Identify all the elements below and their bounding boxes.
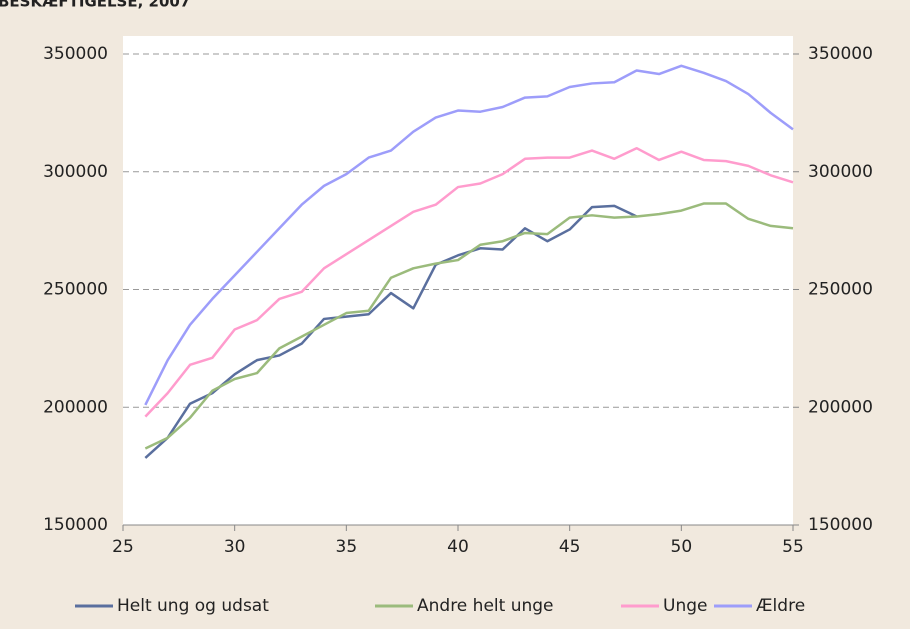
y2-tick-label: 200000 bbox=[808, 397, 873, 417]
legend-label: Unge bbox=[663, 596, 707, 616]
y2-tick-label: 350000 bbox=[808, 44, 873, 64]
y2-tick-label: 250000 bbox=[808, 280, 873, 300]
legend-label: Andre helt unge bbox=[417, 596, 554, 616]
y2-tick-label: 300000 bbox=[808, 162, 873, 182]
y-tick-label: 250000 bbox=[43, 280, 108, 300]
series-line bbox=[144, 64, 794, 406]
legend-label: Helt ung og udsat bbox=[117, 596, 269, 616]
x-tick-label: 30 bbox=[224, 537, 246, 557]
x-tick-label: 35 bbox=[336, 537, 358, 557]
plot-area bbox=[123, 36, 793, 525]
x-tick-label: 40 bbox=[447, 537, 469, 557]
y-tick-label: 150000 bbox=[43, 515, 108, 535]
series-line bbox=[144, 204, 638, 459]
legend-label: Ældre bbox=[756, 596, 805, 616]
y-tick-label: 200000 bbox=[43, 397, 108, 417]
x-tick-label: 45 bbox=[559, 537, 581, 557]
series-line bbox=[144, 146, 794, 418]
x-tick-label: 25 bbox=[112, 537, 134, 557]
y2-tick-label: 150000 bbox=[808, 515, 873, 535]
y-tick-label: 350000 bbox=[43, 44, 108, 64]
x-tick-label: 50 bbox=[671, 537, 693, 557]
series-line bbox=[144, 202, 794, 450]
y-tick-label: 300000 bbox=[43, 162, 108, 182]
x-tick-label: 55 bbox=[782, 537, 804, 557]
chart-title: BESKÆFTIGELSE, 2007 bbox=[0, 0, 190, 11]
